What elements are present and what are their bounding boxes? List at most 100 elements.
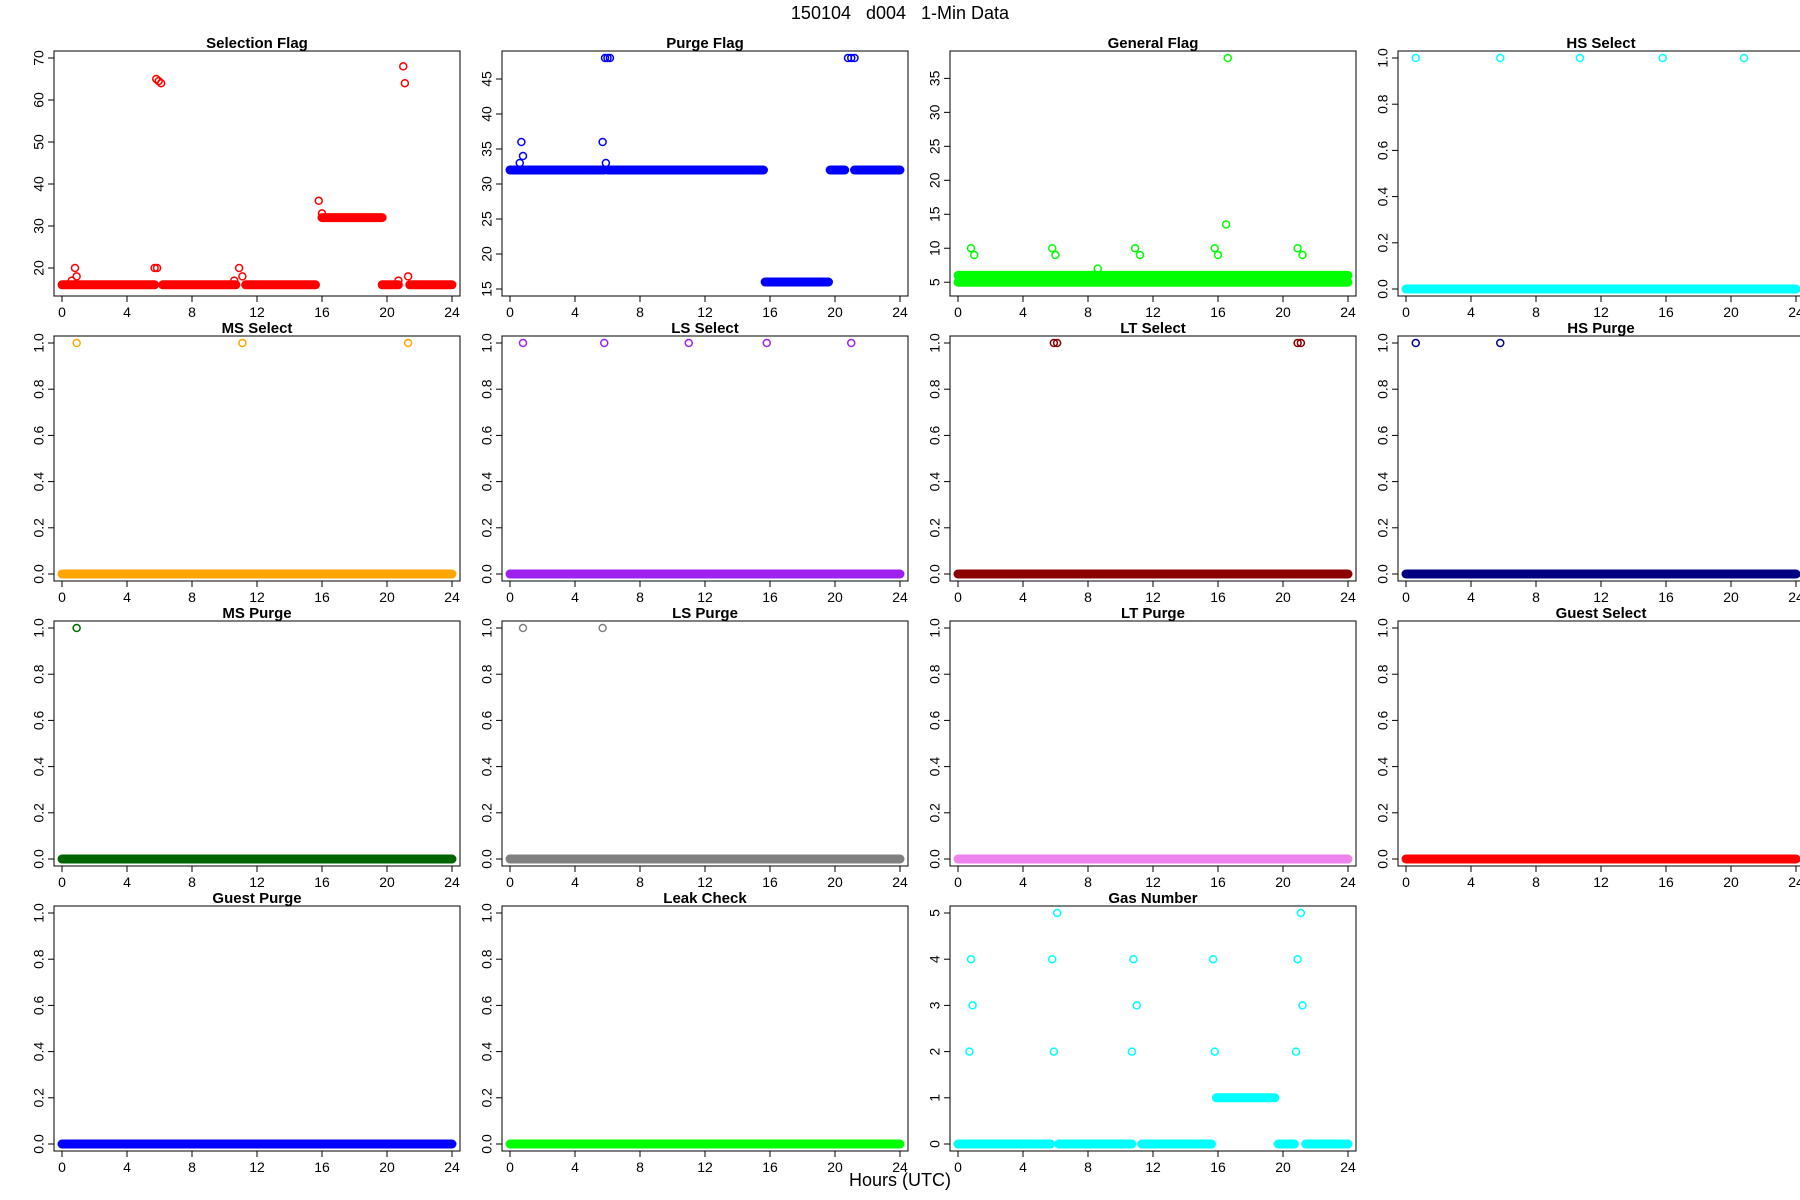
x-tick-label: 20 xyxy=(827,874,843,890)
y-tick-label: 0.2 xyxy=(1375,803,1391,823)
x-tick-label: 16 xyxy=(1658,589,1674,605)
panel-ms-select: MS Select 0 4 8 12 16 20 24 0.0 0.2 0.4 0.6 0.8 1.0 xyxy=(31,320,461,605)
y-tick-label: 0.4 xyxy=(927,472,943,492)
y-tick-label: 0.4 xyxy=(479,1042,495,1062)
data-point xyxy=(1127,1047,1137,1056)
y-tick-label: 40 xyxy=(31,176,47,192)
x-tick-label: 8 xyxy=(636,304,644,320)
panel-frame xyxy=(501,905,909,1152)
y-tick-label: 70 xyxy=(31,50,47,66)
x-tick-label: 16 xyxy=(762,874,778,890)
panel-hs-select: HS Select 0 4 8 12 16 20 24 0.0 0.2 0.4 0.6 0.8 1.0 xyxy=(1375,35,1800,320)
data-point xyxy=(234,263,244,273)
panel-title: Guest Purge xyxy=(212,890,301,907)
panel-frame xyxy=(53,335,461,582)
panel-frame xyxy=(501,335,909,582)
y-tick-label: 0.0 xyxy=(31,564,47,584)
data-point xyxy=(1739,53,1749,63)
panel-frame xyxy=(53,620,461,867)
panel-general-flag: General Flag 0 4 8 12 16 20 24 5 10 15 20 25 30 35 xyxy=(927,35,1357,320)
y-tick-label: 0.2 xyxy=(31,518,47,538)
data-point xyxy=(598,623,607,633)
panel-selection-flag: Selection Flag 0 4 8 12 16 20 24 20 30 40 50 60 70 xyxy=(31,35,461,320)
data-point xyxy=(600,338,609,348)
y-tick-label: 0.0 xyxy=(1375,849,1391,869)
x-tick-label: 8 xyxy=(636,589,644,605)
x-tick-label: 8 xyxy=(636,1159,644,1175)
y-tick-label: 5 xyxy=(927,278,943,286)
panel-lt-purge: LT Purge 0 4 8 12 16 20 24 0.0 0.2 0.4 0.6 0.8 1.0 xyxy=(927,605,1357,890)
panel-title: Purge Flag xyxy=(666,35,744,52)
panel-title: General Flag xyxy=(1108,35,1199,52)
y-tick-label: 1.0 xyxy=(31,618,47,638)
y-tick-label: 1.0 xyxy=(31,903,47,923)
x-tick-label: 0 xyxy=(506,589,514,605)
x-tick-label: 4 xyxy=(1467,874,1475,890)
y-tick-label: 0.6 xyxy=(31,995,47,1015)
x-tick-label: 8 xyxy=(188,589,196,605)
data-point xyxy=(70,263,80,273)
y-tick-label: 0.8 xyxy=(927,379,943,399)
data-point xyxy=(850,53,859,63)
panel-ls-select: LS Select 0 4 8 12 16 20 24 0.0 0.2 0.4 0.6 0.8 1.0 xyxy=(479,320,909,605)
x-tick-label: 0 xyxy=(58,874,66,890)
data-point xyxy=(1129,954,1138,964)
panel-frame xyxy=(949,335,1357,582)
y-tick-label: 30 xyxy=(927,104,943,120)
y-tick-label: 50 xyxy=(31,134,47,150)
y-tick-label: 3 xyxy=(927,1001,943,1009)
panel-title: Gas Number xyxy=(1108,890,1197,907)
x-tick-label: 20 xyxy=(827,589,843,605)
x-tick-label: 8 xyxy=(1084,304,1092,320)
x-tick-label: 4 xyxy=(1467,304,1475,320)
y-tick-label: 0.0 xyxy=(31,849,47,869)
y-tick-label: 20 xyxy=(479,246,495,262)
data-point xyxy=(1296,908,1306,918)
data-point xyxy=(156,78,166,88)
x-tick-label: 0 xyxy=(954,304,962,320)
x-tick-label: 16 xyxy=(1210,589,1226,605)
data-point xyxy=(1293,954,1302,964)
x-tick-label: 24 xyxy=(1788,304,1800,320)
y-tick-label: 1.0 xyxy=(479,618,495,638)
x-tick-label: 16 xyxy=(762,304,778,320)
y-tick-label: 45 xyxy=(479,71,495,87)
x-tick-label: 24 xyxy=(444,874,460,890)
y-tick-label: 0.2 xyxy=(479,518,495,538)
x-tick-label: 12 xyxy=(249,1159,265,1175)
x-tick-label: 4 xyxy=(123,874,131,890)
x-tick-label: 20 xyxy=(827,304,843,320)
y-tick-label: 0.4 xyxy=(31,757,47,777)
x-tick-label: 8 xyxy=(1532,589,1540,605)
x-tick-label: 16 xyxy=(1210,304,1226,320)
y-tick-label: 0.4 xyxy=(1375,472,1391,492)
data-point xyxy=(314,196,323,206)
x-tick-label: 12 xyxy=(1145,1159,1161,1175)
panel-frame xyxy=(501,620,909,867)
y-tick-label: 0.0 xyxy=(479,849,495,869)
data-point xyxy=(1221,220,1231,229)
x-tick-label: 12 xyxy=(1145,304,1161,320)
panel-ms-purge: MS Purge 0 4 8 12 16 20 24 0.0 0.2 0.4 0.6 0.8 1.0 xyxy=(31,605,461,890)
x-tick-label: 0 xyxy=(954,589,962,605)
y-tick-label: 0.6 xyxy=(31,710,47,730)
y-tick-label: 0.6 xyxy=(1375,425,1391,445)
y-tick-label: 0.8 xyxy=(1375,379,1391,399)
y-tick-label: 4 xyxy=(927,955,943,963)
y-tick-label: 0.4 xyxy=(1375,757,1391,777)
x-tick-label: 16 xyxy=(314,874,330,890)
data-point xyxy=(1223,53,1232,63)
y-tick-label: 0.4 xyxy=(31,1042,47,1062)
x-tick-label: 4 xyxy=(571,304,579,320)
x-tick-label: 16 xyxy=(762,1159,778,1175)
y-tick-label: 0.6 xyxy=(479,710,495,730)
x-tick-label: 16 xyxy=(1658,304,1674,320)
panel-frame xyxy=(1397,620,1800,867)
x-tick-label: 12 xyxy=(1593,874,1609,890)
panel-title: MS Purge xyxy=(222,605,291,622)
data-point xyxy=(1048,954,1057,964)
data-point xyxy=(598,137,607,147)
panel-title: LS Select xyxy=(671,320,739,337)
y-tick-label: 0.8 xyxy=(927,664,943,684)
